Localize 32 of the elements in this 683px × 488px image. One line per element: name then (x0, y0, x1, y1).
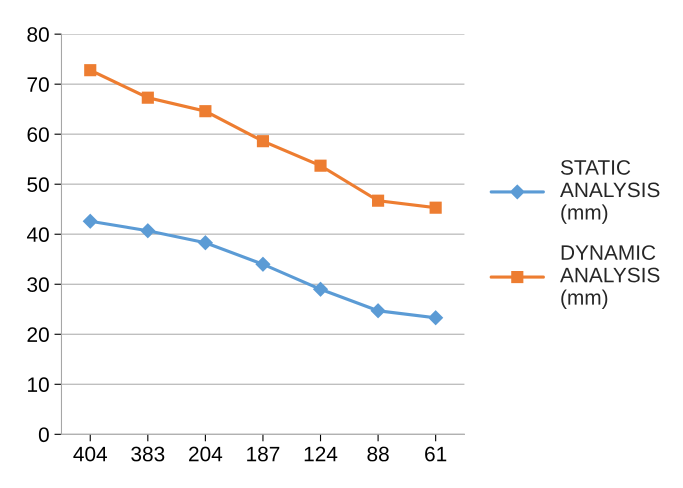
point (198, 235, 213, 250)
x-tick-label: 187 (247, 446, 280, 462)
point (256, 256, 270, 272)
x-tick-label: 88 (367, 446, 389, 462)
legend-label: DYNAMIC ANALYSIS (mm) (560, 245, 660, 309)
x-tick-label: 383 (131, 446, 164, 462)
point (428, 310, 444, 326)
point (372, 194, 384, 207)
x-tick-label: 61 (425, 446, 446, 462)
point (82, 214, 98, 229)
y-tick-label: 80 (27, 27, 49, 42)
y-tick-label: 30 (27, 277, 49, 292)
y-tick-label: 10 (28, 377, 49, 392)
y-tick-label: 0 (38, 427, 49, 442)
x-tick-label: 124 (304, 446, 338, 462)
y-tick-label: 40 (26, 227, 49, 242)
y-tick-label: 50 (27, 177, 49, 192)
point (140, 223, 156, 238)
y-tick-label: 20 (28, 327, 49, 342)
y-tick-label: 60 (28, 127, 49, 142)
y-tick-label: 70 (28, 77, 49, 92)
point (256, 135, 270, 148)
point (430, 202, 442, 214)
point (84, 64, 96, 76)
point (199, 105, 212, 118)
x-tick-label: 404 (73, 446, 108, 462)
point (313, 282, 328, 297)
point (314, 160, 327, 172)
point (370, 303, 386, 318)
point (142, 92, 154, 104)
x-tick-label: 204 (189, 446, 222, 462)
legend-label: STATIC ANALYSIS (mm) (560, 160, 660, 224)
